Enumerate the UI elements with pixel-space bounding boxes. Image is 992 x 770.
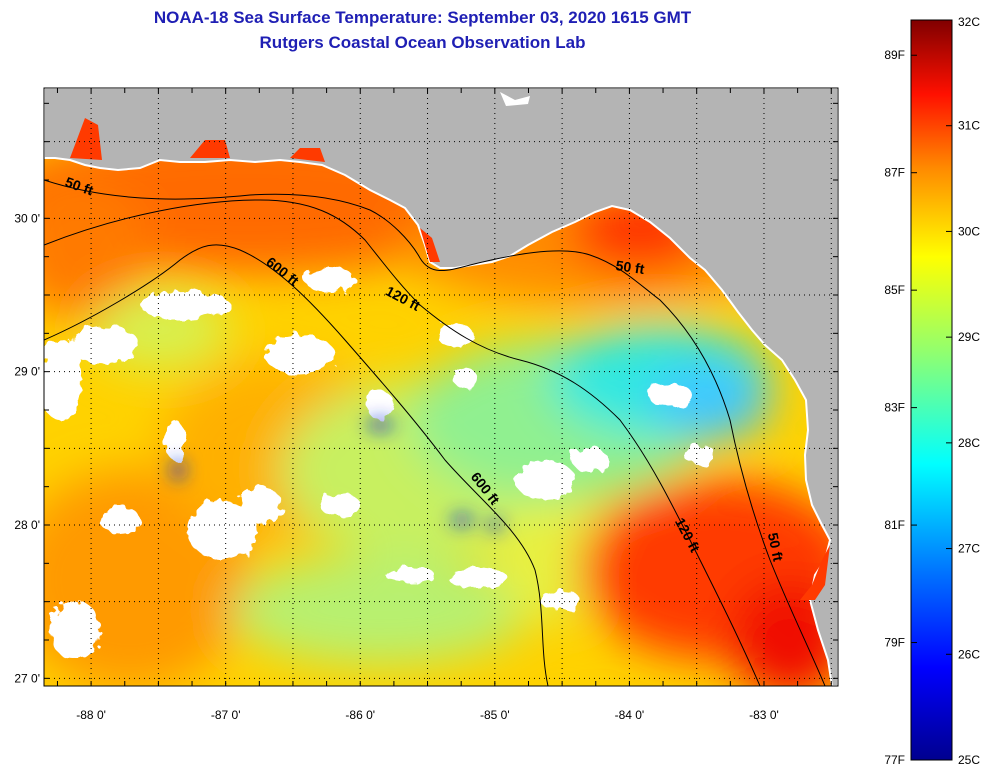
latitude-tick-label: 30 0' <box>14 211 40 225</box>
colorbar-celsius-label: 30C <box>958 224 980 238</box>
map-title: NOAA-18 Sea Surface Temperature: Septemb… <box>153 8 692 27</box>
colorbar-celsius-label: 26C <box>958 647 980 661</box>
colorbar-ticks <box>911 19 952 761</box>
longitude-tick-label: -88 0' <box>76 708 106 722</box>
land-mass <box>44 88 838 686</box>
colorbar-celsius-label: 29C <box>958 330 980 344</box>
colorbar-fahrenheit-label: 89F <box>884 48 905 62</box>
longitude-tick-label: -87 0' <box>211 708 241 722</box>
longitude-labels: -88 0' -87 0' -86 0' -85 0' -84 0' -83 0' <box>76 708 779 722</box>
colorbar <box>910 19 953 761</box>
colorbar-fahrenheit-label: 83F <box>884 401 905 415</box>
axis-ticks <box>44 88 838 686</box>
map-frame <box>43 87 839 687</box>
longitude-tick-label: -85 0' <box>480 708 510 722</box>
colorbar-celsius-label: 25C <box>958 753 980 767</box>
longitude-tick-label: -84 0' <box>615 708 645 722</box>
depth-contours <box>44 179 826 686</box>
colorbar-fahrenheit-label: 81F <box>884 518 905 532</box>
colorbar-celsius-labels: 32C 31C 30C 29C 28C 27C 26C 25C <box>958 15 980 767</box>
sst-field <box>44 88 838 686</box>
latitude-tick-label: 28 0' <box>14 518 40 532</box>
colorbar-celsius-label: 32C <box>958 15 980 29</box>
colorbar-fahrenheit-label: 77F <box>884 753 905 767</box>
colorbar-fahrenheit-label: 79F <box>884 636 905 650</box>
colorbar-celsius-label: 31C <box>958 119 980 133</box>
colorbar-fahrenheit-labels: 89F 87F 85F 83F 81F 79F 77F <box>884 48 905 767</box>
latitude-tick-label: 27 0' <box>14 671 40 685</box>
latitude-labels: 30 0' 29 0' 28 0' 27 0' <box>14 211 40 685</box>
map-subtitle: Rutgers Coastal Ocean Observation Lab <box>259 33 586 52</box>
depth-contour-label: 50 ft <box>615 257 646 277</box>
colorbar-fahrenheit-label: 87F <box>884 166 905 180</box>
longitude-tick-label: -86 0' <box>345 708 375 722</box>
latitude-tick-label: 29 0' <box>14 365 40 379</box>
colorbar-celsius-label: 27C <box>958 542 980 556</box>
depth-contour-label: 50 ft <box>765 531 787 563</box>
colorbar-celsius-label: 28C <box>958 436 980 450</box>
longitude-tick-label: -83 0' <box>749 708 779 722</box>
colorbar-fahrenheit-label: 85F <box>884 283 905 297</box>
cloud-mask <box>44 268 716 660</box>
